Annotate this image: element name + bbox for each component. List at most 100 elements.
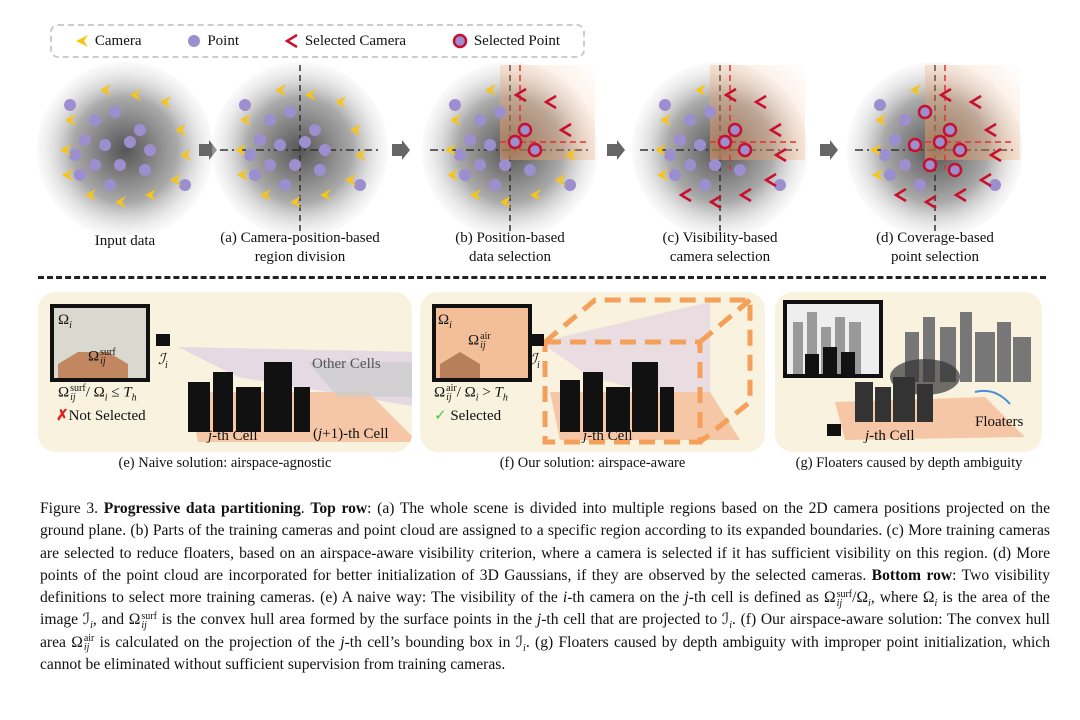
camera-icon	[827, 424, 841, 436]
selected-camera	[513, 87, 527, 103]
point	[704, 106, 716, 118]
point	[659, 99, 671, 111]
selected-camera	[763, 172, 777, 188]
camera	[500, 196, 511, 208]
point	[89, 114, 101, 126]
camera	[655, 144, 666, 156]
point	[699, 179, 711, 191]
caption-run: -th camera on the	[567, 589, 685, 607]
point	[74, 169, 86, 181]
camera	[875, 114, 886, 126]
step-label: (d) Coverage-based point selection	[876, 230, 994, 265]
caption-run: .	[300, 500, 311, 517]
point	[244, 149, 256, 161]
point	[454, 149, 466, 161]
caption-run: -th cell’s bounding box in ℐ	[344, 633, 524, 651]
camera	[130, 89, 141, 101]
camera	[62, 169, 73, 181]
camera	[65, 114, 76, 126]
selected-point	[727, 122, 743, 138]
point	[899, 114, 911, 126]
caption-run: : Two visibility definitions to select m…	[40, 566, 1051, 607]
floaters-arrow	[974, 389, 1011, 405]
point	[484, 139, 496, 151]
panel-g-floaters: Floaters j-th Cell	[775, 292, 1042, 452]
camera	[485, 84, 496, 96]
selected-point	[932, 134, 948, 150]
point	[354, 179, 366, 191]
point	[299, 136, 311, 148]
point	[284, 106, 296, 118]
selected-camera	[923, 194, 937, 210]
point	[279, 179, 291, 191]
caption-run: Progressive data partitioning	[103, 500, 301, 517]
selected-camera	[543, 94, 557, 110]
camera	[530, 189, 541, 201]
selected-point	[917, 104, 933, 120]
point	[79, 134, 91, 146]
step-label: Input data	[94, 233, 156, 249]
top-row-diagram	[37, 62, 1023, 235]
caption-run: -th cell is defined as Ω	[688, 589, 836, 607]
arrow-right-icon	[820, 140, 838, 160]
point	[874, 99, 886, 111]
selected-point	[737, 142, 753, 158]
caption-run: surf ij	[836, 588, 853, 609]
caption-run: i	[562, 589, 568, 607]
point	[64, 99, 76, 111]
caption-run: j	[536, 611, 542, 629]
point	[879, 149, 891, 161]
point	[114, 159, 126, 171]
point	[499, 159, 511, 171]
point	[709, 159, 721, 171]
point	[474, 159, 486, 171]
camera	[555, 174, 566, 186]
point	[179, 179, 191, 191]
caption-run: , where Ω	[870, 589, 935, 607]
point	[309, 124, 321, 136]
point	[239, 99, 251, 111]
point	[489, 179, 501, 191]
camera	[355, 149, 366, 161]
selected-camera	[738, 187, 752, 203]
step-label: (c) Visibility-based camera selection	[662, 230, 778, 265]
camera	[235, 144, 246, 156]
camera	[872, 169, 883, 181]
camera	[335, 96, 346, 108]
caption-run: i	[90, 620, 93, 632]
camera-icon	[75, 35, 88, 47]
point	[884, 169, 896, 181]
caption-run: : (a) The whole scene is divided into mu…	[40, 500, 1050, 584]
point	[674, 134, 686, 146]
selected-camera	[753, 94, 767, 110]
panel-e-caption: (e) Naive solution: airspace-agnostic	[118, 455, 332, 471]
selected-point	[907, 137, 923, 153]
point	[774, 179, 786, 191]
caption-run: Figure 3.	[40, 500, 104, 517]
selected-camera-icon	[284, 34, 298, 48]
step-label: (b) Position-based data selection	[455, 230, 565, 265]
naive-illustration	[50, 304, 412, 442]
point	[694, 139, 706, 151]
camera	[260, 189, 271, 201]
selected-camera	[723, 87, 737, 103]
camera	[180, 149, 191, 161]
caption-run: is the area of the image ℐ	[40, 589, 1050, 629]
caption-run: . (g) Floaters caused by depth ambiguity…	[40, 633, 1050, 674]
selected-point-icon	[452, 33, 468, 49]
camera	[320, 189, 331, 201]
caption-run: . (f) Our airspace-aware solution: The c…	[40, 611, 1050, 651]
legend-camera: Camera	[75, 33, 142, 50]
selected-camera	[938, 87, 952, 103]
camera	[305, 89, 316, 101]
camera	[870, 144, 881, 156]
camera	[60, 144, 71, 156]
caption-run: i	[868, 598, 871, 610]
panel-g-caption: (g) Floaters caused by depth ambiguity	[795, 455, 1023, 471]
selected-camera	[773, 147, 787, 163]
camera	[445, 144, 456, 156]
caption-run: air ij	[83, 633, 95, 654]
caption-run: Top row	[310, 500, 368, 517]
point	[474, 114, 486, 126]
